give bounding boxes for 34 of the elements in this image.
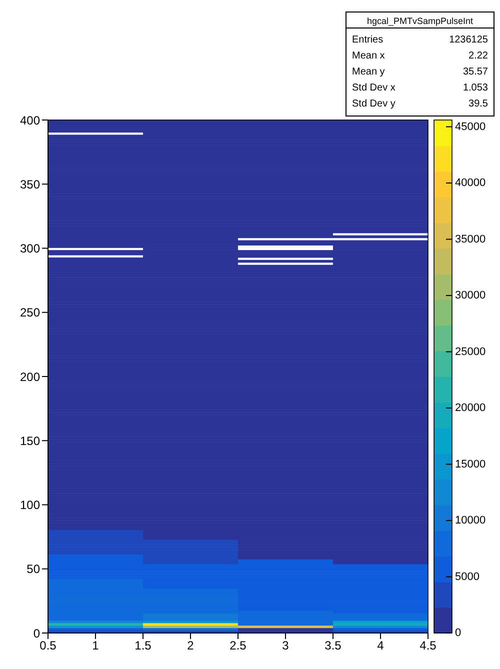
- x-tick-label: 3.5: [324, 638, 342, 653]
- color-bar-label: 30000: [455, 290, 486, 302]
- x-tick-label: 2: [187, 638, 194, 653]
- y-tick-label: 400: [20, 113, 40, 128]
- y-tick-label: 150: [20, 434, 40, 448]
- text: Mean x 2.22: [352, 50, 488, 62]
- text: Entries 1236125: [352, 34, 488, 46]
- x-tick-label: 1: [92, 638, 100, 653]
- color-bar-label: 45000: [455, 120, 486, 133]
- color-bar-label: 20000: [455, 402, 486, 414]
- y-tick-label: 300: [20, 242, 40, 256]
- x-tick-label: 0.5: [40, 638, 57, 653]
- color-bar-label: 10000: [455, 514, 486, 526]
- x-tick-label: 2.5: [230, 638, 247, 653]
- color-bar-label: 25000: [455, 346, 486, 358]
- y-tick-label: 200: [20, 370, 40, 384]
- text: hgcal_PMTvSampPulseInt: [366, 16, 474, 26]
- color-bar-label: 15000: [455, 458, 486, 470]
- y-tick-label: 100: [20, 498, 40, 512]
- x-tick-label: 4.5: [420, 638, 437, 653]
- text: Std Dev x 1.053: [352, 82, 488, 94]
- color-bar-label: 5000: [455, 570, 480, 583]
- text: Mean y 35.57: [352, 66, 488, 78]
- y-tick-label: 350: [20, 177, 40, 192]
- y-tick-label: 50: [26, 562, 40, 576]
- text: Std Dev y 39.5: [352, 98, 488, 110]
- color-bar-label: 0: [455, 627, 462, 639]
- y-tick-label: 250: [20, 306, 40, 320]
- x-tick-label: 3: [282, 638, 290, 653]
- x-tick-label: 4: [377, 638, 384, 653]
- y-tick-label: 0: [33, 626, 40, 640]
- x-tick-label: 1.5: [134, 638, 152, 653]
- color-bar-label: 35000: [455, 233, 486, 246]
- color-bar-label: 40000: [455, 177, 486, 189]
